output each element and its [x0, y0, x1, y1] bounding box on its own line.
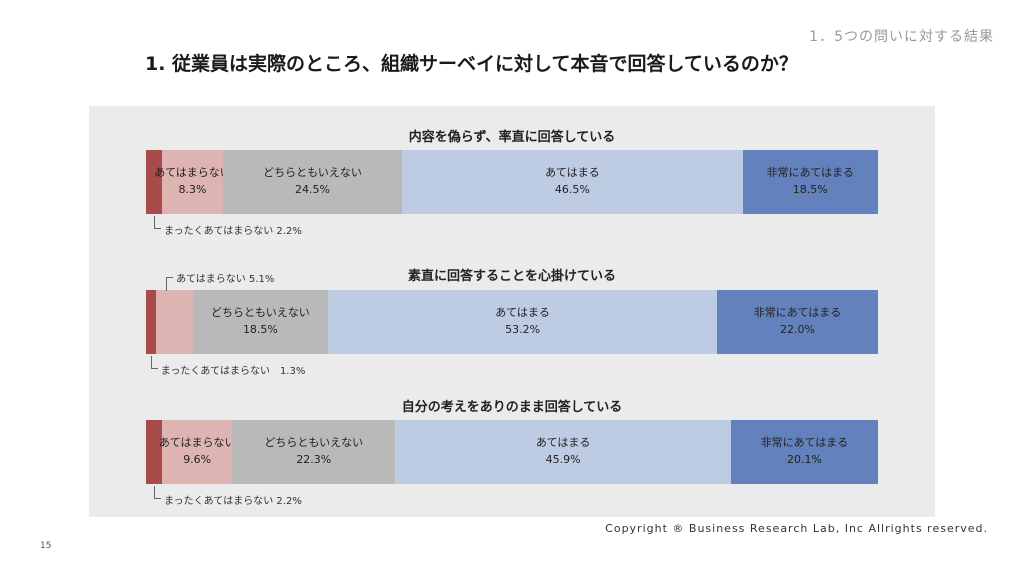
- bar-segment-agree: あてはまる 45.9%: [395, 420, 731, 484]
- page-number: 15: [40, 541, 52, 551]
- bar-segment-neutral: どちらともいえない 18.5%: [192, 290, 329, 354]
- bar-segment-strongly-agree: 非常にあてはまる 22.0%: [717, 290, 878, 354]
- section-label: 1．5つの問いに対する結果: [809, 29, 994, 45]
- bar-segment-neutral: どちらともいえない 22.3%: [232, 420, 396, 484]
- segment-label: 非常にあてはまる 20.1%: [731, 434, 878, 468]
- segment-value-label: 8.3%: [178, 183, 207, 196]
- callout-leader: [150, 356, 158, 369]
- segment-category-label: 非常にあてはまる: [766, 166, 855, 179]
- segment-label: あてはまる 45.9%: [395, 434, 731, 468]
- segment-category-label: あてはまる: [535, 436, 591, 449]
- segment-value-label: 24.5%: [295, 183, 330, 196]
- bar-segment-strongly-disagree: [146, 150, 163, 214]
- segment-value-label: 22.3%: [296, 453, 332, 466]
- callout-label: まったくあてはまらない 2.2%: [164, 496, 302, 507]
- stacked-bar: どちらともいえない 18.5% あてはまる 53.2% 非常にあてはまる 22.0%: [146, 290, 878, 354]
- segment-label: あてはまらない 9.6%: [142, 434, 252, 468]
- segment-value-label: 9.6%: [183, 453, 212, 466]
- segment-value-label: 18.5%: [792, 183, 828, 196]
- chart-panel: 内容を偽らず、率直に回答しているあてはまらない 8.3% どちらともいえない 24.5…: [89, 106, 935, 517]
- bar-segment-disagree: [155, 290, 193, 354]
- segment-label: あてはまる 46.5%: [402, 164, 742, 198]
- bar-segment-disagree: あてはまらない 9.6%: [159, 420, 235, 484]
- chart-title: 内容を偽らず、率直に回答している: [408, 130, 616, 145]
- bar-segment-strongly-agree: 非常にあてはまる 20.1%: [730, 420, 878, 484]
- stacked-bar: あてはまらない 8.3% どちらともいえない 24.5% あてはまる 46.5% 非常にあて…: [146, 150, 878, 214]
- segment-value-label: 20.1%: [786, 453, 822, 466]
- bar-segment-strongly-disagree: [146, 290, 156, 354]
- callout-label: まったくあてはまらない 2.2%: [164, 226, 302, 237]
- stacked-bar: あてはまらない 9.6% どちらともいえない 22.3% あてはまる 45.9% 非常にあて…: [146, 420, 878, 484]
- segment-label: どちらともいえない 24.5%: [223, 164, 402, 198]
- segment-label: 非常にあてはまる 18.5%: [743, 164, 878, 198]
- segment-category-label: あてはまらない: [158, 436, 236, 449]
- page-title: 1. 従業員は実際のところ、組織サーベイに対して本音で回答しているのか？: [145, 53, 798, 75]
- segment-category-label: あてはまる: [545, 166, 600, 179]
- segment-label: どちらともいえない 18.5%: [193, 304, 328, 338]
- bar-segment-strongly-disagree: [146, 420, 163, 484]
- segment-category-label: どちらともいえない: [211, 306, 310, 319]
- segment-category-label: どちらともいえない: [263, 166, 362, 179]
- segment-label: 非常にあてはまる 22.0%: [717, 304, 878, 338]
- segment-category-label: どちらともいえない: [264, 436, 364, 449]
- segment-label: あてはまる 53.2%: [328, 304, 717, 338]
- segment-value-label: 45.9%: [545, 453, 581, 466]
- segment-category-label: あてはまらない: [154, 166, 231, 179]
- bar-segment-neutral: どちらともいえない 24.5%: [222, 150, 403, 214]
- chart-title: 自分の考えをありのまま回答している: [401, 400, 623, 415]
- bar-segment-agree: あてはまる 46.5%: [402, 150, 743, 214]
- callout-label: あてはまらない 5.1%: [176, 274, 275, 285]
- segment-value-label: 18.5%: [242, 323, 278, 336]
- segment-label: どちらともいえない 22.3%: [232, 434, 395, 468]
- copyright: Copyright ® Business Research Lab, Inc A…: [605, 522, 988, 535]
- bar-segment-disagree: あてはまらない 8.3%: [154, 150, 231, 214]
- segment-category-label: あてはまる: [495, 306, 550, 319]
- chart-title: 素直に回答することを心掛けている: [407, 269, 616, 284]
- callout-label: まったくあてはまらない 1.3%: [160, 366, 306, 377]
- segment-label: あてはまらない 8.3%: [142, 164, 243, 198]
- segment-category-label: 非常にあてはまる: [760, 436, 849, 449]
- callout-leader: [154, 216, 162, 229]
- segment-category-label: 非常にあてはまる: [753, 306, 842, 319]
- bar-segment-strongly-agree: 非常にあてはまる 18.5%: [742, 150, 878, 214]
- callout-leader: [166, 277, 174, 291]
- segment-value-label: 46.5%: [554, 183, 590, 196]
- segment-value-label: 22.0%: [780, 323, 815, 336]
- bar-segment-agree: あてはまる 53.2%: [328, 290, 718, 354]
- callout-leader: [154, 486, 162, 499]
- segment-value-label: 53.2%: [505, 323, 541, 336]
